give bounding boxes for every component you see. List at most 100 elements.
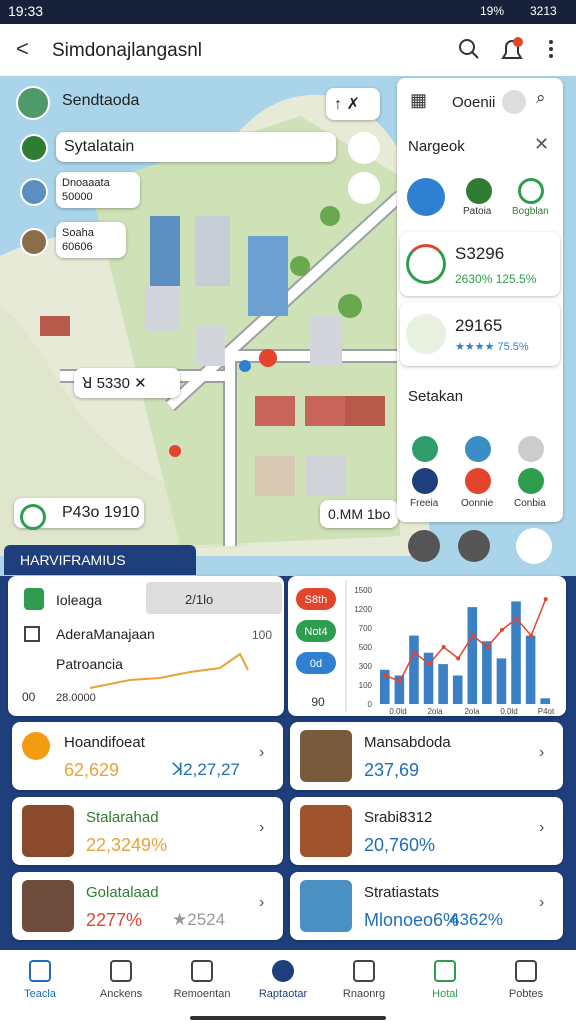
trend-point (543, 597, 548, 602)
title: Simdonajlangasnl (52, 40, 202, 61)
pin-card[interactable]: Soaha 60606 (56, 222, 126, 258)
nav-icon[interactable] (29, 960, 51, 982)
pin-title: Soaha (62, 227, 94, 239)
nav-icon[interactable] (272, 960, 294, 982)
header (0, 24, 576, 76)
icon-label: Bogblan (512, 206, 549, 217)
nav-label: Rnaonrg (342, 988, 386, 1000)
card-title: Golatalaad (86, 884, 159, 901)
row-value: 00 (22, 690, 36, 704)
y-tick-label: 0 (368, 700, 373, 709)
x-tick-label: 0.0ld (389, 707, 406, 716)
icon[interactable] (465, 468, 491, 494)
row-value: 100 (252, 628, 273, 642)
pin-value: 50000 (62, 191, 93, 203)
stat-icon (406, 314, 446, 354)
icon[interactable] (407, 178, 445, 216)
map-tool[interactable] (348, 132, 380, 164)
card-value: 237,69 (364, 760, 420, 780)
status-bar (0, 0, 576, 24)
pin-title: Dnoaaata (62, 177, 110, 189)
nav-icon[interactable] (353, 960, 375, 982)
close[interactable]: ✕ (534, 134, 550, 154)
map-marker[interactable]: 0.MM 1bo (320, 500, 398, 528)
y-tick-label: 1200 (354, 605, 372, 614)
x-tick-label: P4ot (538, 707, 555, 716)
marker-text: 5330 (96, 375, 130, 392)
fab[interactable] (516, 528, 552, 564)
place-icon (16, 86, 50, 120)
trend-point (383, 673, 388, 678)
nav-label: Anckens (99, 988, 143, 1000)
card-image (300, 880, 352, 932)
map-label[interactable]: Sytalatain (56, 132, 336, 162)
legend-pill (296, 620, 336, 642)
nav-icon[interactable] (191, 960, 213, 982)
card-value: Mlonoeo6% (364, 910, 460, 930)
search-icon[interactable]: ⌕ (536, 88, 546, 107)
y-tick-label: 100 (359, 681, 373, 690)
back-button[interactable]: < (16, 36, 29, 61)
icon[interactable] (518, 178, 544, 204)
bar (438, 664, 448, 704)
map-tool[interactable]: ↑ ✗ (326, 88, 380, 120)
input[interactable] (146, 582, 282, 614)
home-indicator (190, 1016, 386, 1020)
row-value: 2/1lo (185, 592, 214, 607)
bar (525, 635, 536, 704)
row-icon (24, 626, 40, 642)
nav-icon[interactable] (110, 960, 132, 982)
bar (409, 635, 419, 704)
icon[interactable] (518, 468, 544, 494)
card-value: 22,3249% (86, 835, 168, 855)
list-card[interactable] (12, 722, 283, 790)
card-title: Mansabdoda (364, 734, 451, 751)
fab[interactable] (458, 530, 490, 562)
nav-icon[interactable] (434, 960, 456, 982)
icon[interactable] (466, 178, 492, 204)
card-extra: ★2524 (172, 910, 226, 929)
icon[interactable] (518, 436, 544, 462)
chevron: › (539, 894, 545, 911)
nav-icon[interactable] (515, 960, 537, 982)
pin-value: 60606 (62, 241, 93, 253)
icon[interactable] (412, 436, 438, 462)
bar (467, 607, 478, 704)
chevron: › (259, 744, 265, 761)
card-title: Srabi8312 (364, 809, 433, 826)
bar (452, 675, 463, 704)
stat-detail: ★★★★ 75.5% (455, 341, 529, 353)
card-image (300, 730, 352, 782)
chevron: › (539, 819, 545, 836)
trend-point (470, 633, 475, 638)
card-extra: 4362% (450, 910, 503, 929)
icon[interactable] (412, 468, 438, 494)
map-marker[interactable]: ꓤ 5330 ✕ (74, 368, 180, 398)
card-value: 62,629 (64, 760, 120, 780)
bar (394, 675, 405, 704)
map-tool[interactable] (348, 172, 380, 204)
y-tick-label: 500 (359, 643, 373, 652)
card-extra: ꓘ2,27,27 (172, 760, 240, 779)
icon[interactable] (465, 436, 491, 462)
x-tick-label: 2ola (427, 707, 443, 716)
trend-point (485, 645, 490, 649)
card-image (22, 805, 74, 857)
search-text: Ooenii (452, 94, 496, 111)
chevron: › (259, 819, 265, 836)
card-image (22, 880, 74, 932)
nav-label: Teacla (24, 988, 56, 1000)
card-title: Hoandifoeat (64, 734, 145, 751)
header-icons[interactable] (455, 34, 565, 66)
grid-icon[interactable]: ▦ (410, 90, 428, 110)
icon-label: Patoia (463, 206, 492, 217)
bar (482, 641, 492, 704)
map-label: Sendtaoda (62, 92, 140, 109)
fab[interactable] (408, 530, 440, 562)
legend-label: Not4 (304, 626, 327, 638)
section-title: Nargeok (408, 138, 465, 155)
bar (380, 669, 390, 704)
stat-value: S3296 (455, 244, 505, 263)
pin-card[interactable]: Dnoaaata 50000 (56, 172, 140, 208)
